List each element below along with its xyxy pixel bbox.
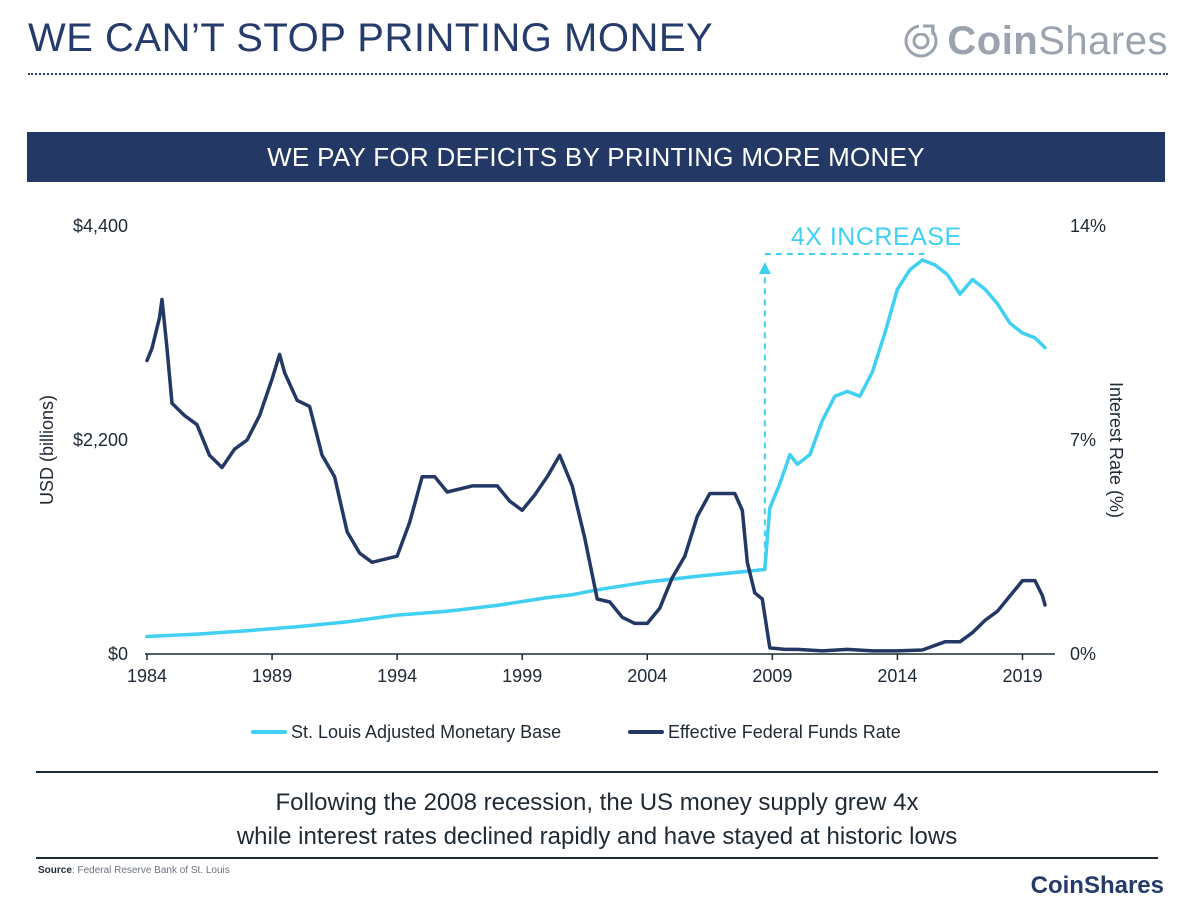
chart: 1984 1989 1994 1999 2004 2009 2014 2019 $0 $2,200… [37, 216, 1126, 742]
y-left-tick-label-2: $4,400 [73, 216, 128, 236]
y-left-tick-label-1: $2,200 [73, 430, 128, 450]
caption-line-2: while interest rates declined rapidly an… [236, 823, 958, 850]
caption-bottom-rule [36, 857, 1158, 859]
logo-wordmark: CoinShares [947, 19, 1168, 64]
caption: Following the 2008 recession, the US mon… [36, 786, 1158, 854]
annotation-arrow-head [758, 262, 771, 275]
legend-label-1: Effective Federal Funds Rate [668, 722, 901, 742]
y-right-tick-label-1: 7% [1070, 430, 1096, 450]
caption-top-rule [36, 771, 1158, 773]
x-tick-label-1999: 1999 [502, 666, 542, 686]
caption-line-1: Following the 2008 recession, the US mon… [275, 789, 919, 816]
coinshares-logo: CoinShares [903, 18, 1168, 64]
coinshares-logo-icon [904, 23, 938, 58]
header-divider [28, 73, 1168, 75]
logo-bold-part: Coin [947, 18, 1039, 63]
x-tick-label-2004: 2004 [627, 666, 667, 686]
y-right-tick-label-2: 14% [1070, 216, 1106, 236]
x-tick-label-1984: 1984 [127, 666, 167, 686]
y-right-tick-label-0: 0% [1070, 644, 1096, 664]
x-tick-label-2019: 2019 [1002, 666, 1042, 686]
source-text: : Federal Reserve Bank of St. Louis [71, 865, 230, 876]
chart-title: WE PAY FOR DEFICITS BY PRINTING MORE MON… [267, 141, 925, 172]
x-tick-label-2009: 2009 [752, 666, 792, 686]
series-line-fed-funds-rate [145, 297, 1047, 653]
legend-label-0: St. Louis Adjusted Monetary Base [291, 722, 561, 742]
page-title: WE CAN’T STOP PRINTING MONEY [28, 16, 714, 60]
y-right-axis-title: Interest Rate (%) [1106, 382, 1126, 518]
x-tick-label-1994: 1994 [377, 666, 417, 686]
series-line-monetary-base [145, 258, 1047, 639]
chart-title-banner: WE PAY FOR DEFICITS BY PRINTING MORE MON… [27, 132, 1165, 182]
x-tick-label-2014: 2014 [877, 666, 917, 686]
annotation-label: 4X INCREASE [791, 223, 962, 251]
logo-light-part: Shares [1038, 18, 1168, 63]
source-label: Source [38, 865, 72, 876]
y-left-axis-title: USD (billions) [37, 395, 57, 505]
y-left-tick-label-0: $0 [108, 644, 128, 664]
footer-logo: CoinShares [1030, 872, 1164, 899]
x-tick-label-1989: 1989 [252, 666, 292, 686]
source-note: Source: Federal Reserve Bank of St. Loui… [38, 865, 230, 876]
